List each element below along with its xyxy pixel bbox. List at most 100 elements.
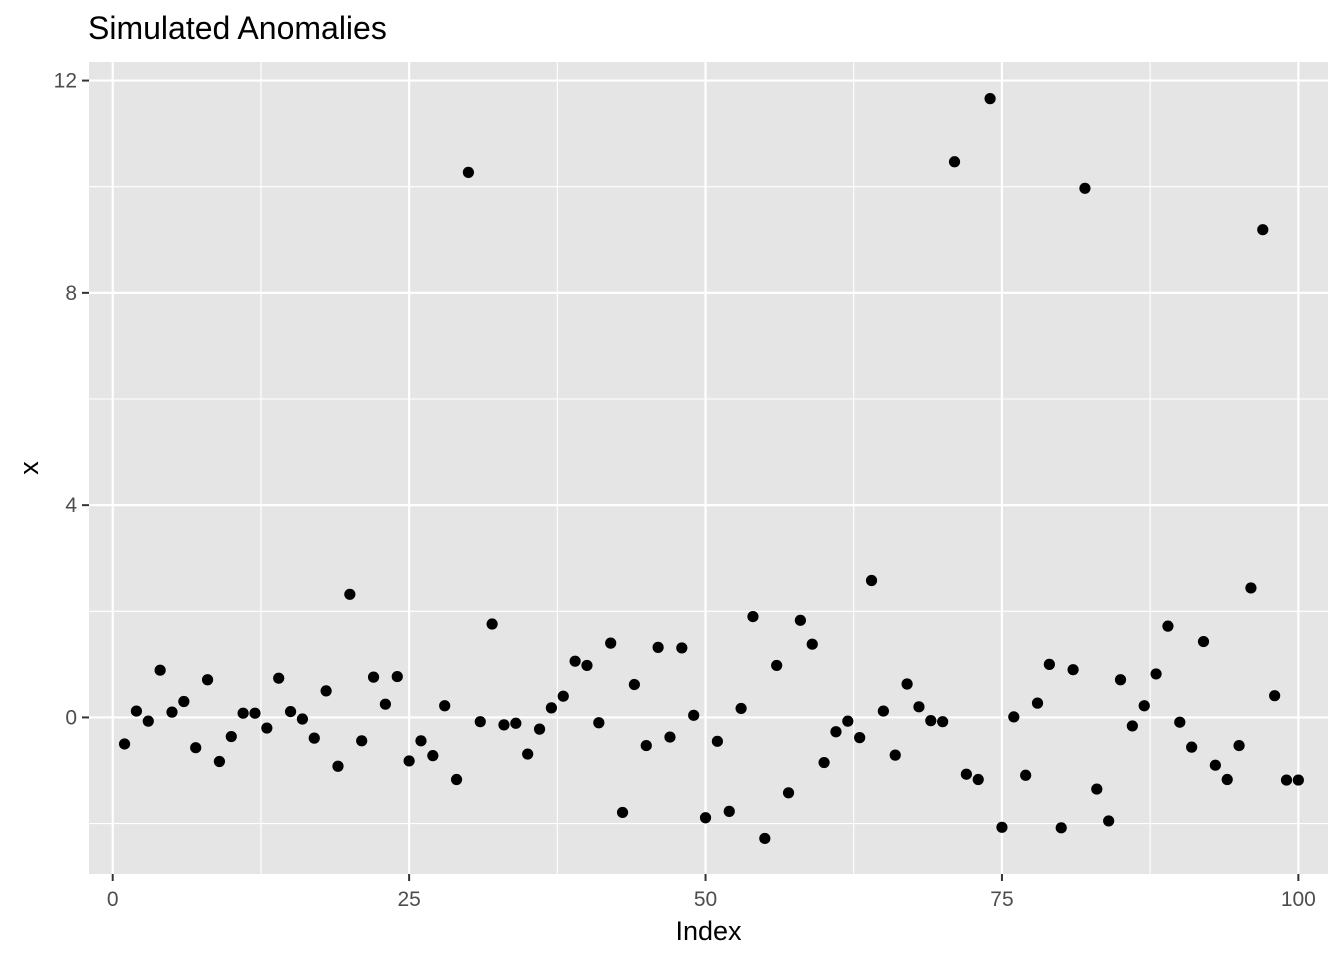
y-axis-title: x (14, 461, 44, 475)
data-point (889, 749, 901, 761)
data-point (486, 618, 498, 630)
data-point (652, 641, 664, 653)
data-point (1257, 224, 1269, 236)
data-point (628, 678, 640, 691)
data-point (1186, 741, 1198, 753)
data-point (1138, 700, 1150, 712)
data-point (545, 702, 558, 714)
data-point (178, 695, 190, 708)
data-point (1245, 582, 1257, 594)
data-point (308, 732, 320, 744)
data-point (249, 707, 261, 719)
data-point (984, 93, 996, 105)
data-point (332, 760, 344, 772)
data-point (1055, 822, 1067, 834)
data-point (1280, 774, 1293, 786)
data-point (771, 659, 783, 672)
minor-gridlines (89, 62, 1328, 874)
data-point (415, 735, 427, 747)
y-tick-label: 4 (65, 494, 77, 517)
data-point (806, 638, 818, 650)
data-point (854, 732, 866, 744)
data-point (557, 690, 569, 702)
plot-panel (89, 62, 1328, 874)
data-point (356, 735, 368, 747)
data-point (865, 574, 878, 587)
data-point (450, 773, 463, 786)
data-point (676, 642, 688, 654)
data-point (533, 723, 546, 735)
data-point (711, 735, 723, 747)
y-axis: 0 4 8 12 (54, 70, 89, 729)
data-point (830, 726, 842, 738)
data-point (498, 719, 510, 731)
data-point (901, 678, 913, 690)
data-point (190, 742, 202, 754)
x-tick-label: 75 (990, 888, 1013, 911)
data-point (699, 812, 712, 824)
data-point (427, 750, 439, 762)
data-point (640, 739, 652, 752)
data-point (1091, 783, 1103, 795)
data-point (510, 717, 522, 729)
data-point (1114, 674, 1127, 686)
data-point (273, 672, 285, 684)
x-tick-label: 100 (1281, 888, 1316, 911)
data-point (1067, 664, 1079, 676)
data-point (379, 698, 392, 710)
data-point (972, 773, 984, 786)
data-point (284, 706, 297, 718)
y-tick-label: 12 (54, 70, 77, 93)
data-point (1031, 697, 1044, 709)
data-point (593, 717, 605, 729)
data-point (130, 705, 143, 717)
data-point (201, 674, 214, 686)
x-tick-label: 0 (107, 888, 119, 911)
data-point (474, 716, 486, 728)
data-point (581, 659, 593, 672)
data-point (664, 731, 676, 743)
data-point (1079, 182, 1091, 194)
data-point (937, 716, 949, 728)
data-point (842, 715, 854, 727)
data-point (1197, 635, 1210, 648)
data-point (118, 738, 131, 750)
data-point (142, 715, 154, 727)
data-point (735, 702, 747, 715)
data-point (818, 756, 830, 769)
data-point (1174, 716, 1186, 728)
data-point (723, 805, 735, 817)
data-point (1292, 774, 1304, 786)
data-point (166, 706, 178, 718)
data-point (605, 637, 617, 649)
data-point (688, 709, 700, 721)
data-point (225, 730, 237, 743)
x-tick-label: 25 (397, 888, 420, 911)
data-point (1221, 773, 1233, 786)
data-point (948, 156, 961, 168)
data-point (261, 722, 273, 734)
data-point (913, 701, 925, 713)
x-axis: 0 25 50 75 100 (107, 874, 1316, 911)
data-point (237, 707, 249, 719)
data-point (344, 588, 356, 600)
data-point (877, 705, 889, 717)
data-point (391, 670, 403, 683)
chart-title: Simulated Anomalies (88, 10, 387, 46)
data-point (1126, 720, 1138, 732)
data-point (925, 715, 937, 727)
y-tick-label: 0 (65, 706, 77, 729)
data-point (960, 768, 972, 780)
major-gridlines (89, 62, 1328, 874)
data-point (1008, 711, 1020, 723)
data-point (569, 655, 581, 667)
y-tick-label: 8 (65, 282, 77, 305)
data-point (213, 755, 226, 768)
data-point (794, 614, 806, 626)
data-point (439, 700, 451, 712)
x-tick-label: 50 (694, 888, 717, 911)
data-point (747, 611, 759, 623)
data-point (1020, 769, 1032, 781)
data-point (462, 166, 475, 178)
